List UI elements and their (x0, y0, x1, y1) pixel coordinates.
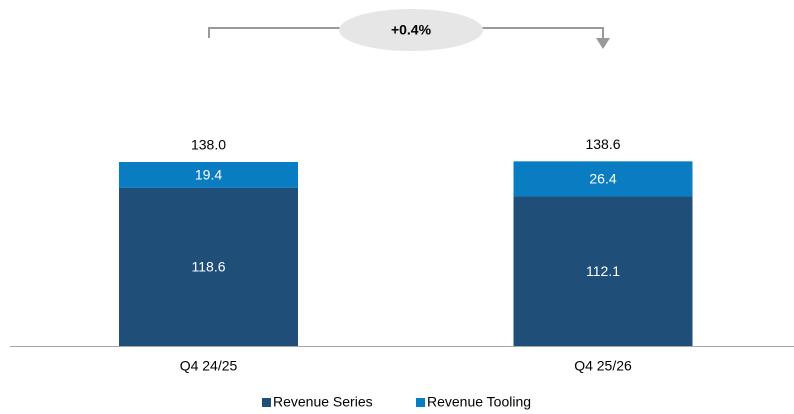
legend-label: Revenue Series (273, 394, 373, 410)
x-tick-label: Q4 25/26 (574, 358, 632, 374)
value-label: 19.4 (195, 167, 222, 183)
value-label: 26.4 (589, 171, 616, 187)
bar-segment (513, 161, 693, 197)
legend-label: Revenue Tooling (427, 394, 531, 410)
change-label: +0.4% (391, 22, 432, 38)
x-tick-label: Q4 24/25 (180, 358, 238, 374)
bar-segment (513, 196, 693, 346)
legend-swatch (262, 398, 271, 407)
bar-segment (119, 187, 298, 346)
total-label: 138.6 (585, 136, 620, 152)
legend-swatch (416, 398, 425, 407)
total-label: 138.0 (191, 137, 226, 153)
value-label: 112.1 (586, 263, 620, 279)
change-arrow (596, 38, 610, 49)
value-label: 118.6 (192, 259, 226, 275)
change-bubble (339, 9, 483, 51)
bar-segment (119, 162, 298, 188)
